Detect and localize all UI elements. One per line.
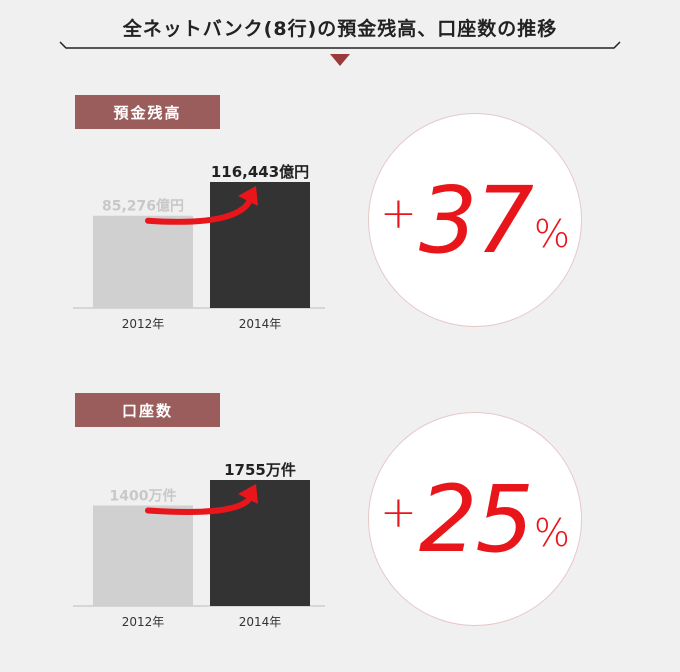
value-label: 116,443億円 (211, 163, 309, 181)
deposit-change-circle: + 37 % (368, 113, 582, 327)
arrow-head-icon (238, 186, 258, 206)
percent-sign: % (533, 212, 571, 256)
bar-2014年 (210, 480, 310, 606)
bar-2012年 (93, 215, 193, 308)
percent-sign: % (533, 511, 571, 555)
plus-sign: + (379, 187, 417, 239)
arrow-head-icon (238, 484, 258, 504)
accounts-change-circle: + 25 % (368, 412, 582, 626)
change-number: 37 (418, 166, 534, 274)
category-label: 2014年 (239, 317, 282, 331)
change-number: 25 (418, 465, 534, 573)
category-label: 2014年 (239, 615, 282, 629)
value-label: 1755万件 (224, 461, 296, 479)
value-label: 85,276億円 (102, 198, 184, 215)
section-label-accounts: 口座数 (75, 393, 220, 427)
title-pointer-icon (330, 54, 350, 66)
accounts-bar-chart: 1400万件 2012年 1755万件 2014年 (73, 461, 325, 629)
section-label-deposit: 預金残高 (75, 95, 220, 129)
growth-arrow-icon (145, 495, 253, 515)
bar-2014年 (210, 182, 310, 308)
bar-2012年 (93, 505, 193, 606)
page-title: 全ネットバンク(8行)の預金残高、口座数の推移 (122, 18, 558, 40)
growth-arrow-icon (145, 197, 253, 225)
category-label: 2012年 (122, 317, 165, 331)
deposit-bar-chart: 85,276億円 2012年 116,443億円 2014年 (73, 163, 325, 331)
plus-sign: + (379, 486, 417, 538)
value-label: 1400万件 (110, 487, 177, 504)
title-rule (59, 41, 621, 66)
category-label: 2012年 (122, 615, 165, 629)
